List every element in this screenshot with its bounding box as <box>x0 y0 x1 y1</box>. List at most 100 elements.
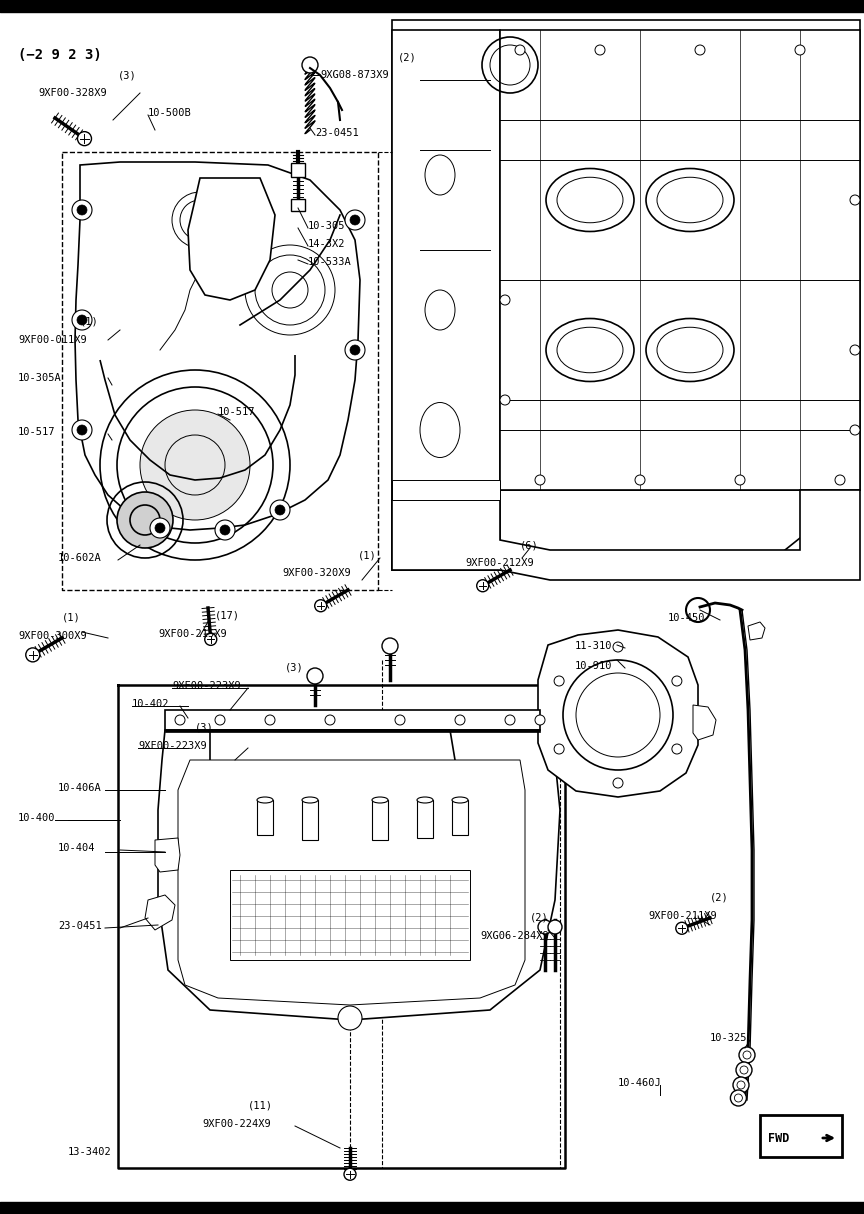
Circle shape <box>275 505 285 515</box>
Text: 10-400: 10-400 <box>18 813 55 823</box>
Circle shape <box>730 1090 746 1106</box>
Text: 10-533A: 10-533A <box>308 257 352 267</box>
Text: 10-910: 10-910 <box>575 660 613 671</box>
Circle shape <box>344 1168 356 1180</box>
Circle shape <box>736 1062 752 1078</box>
Bar <box>302 800 318 840</box>
Circle shape <box>175 715 185 725</box>
Text: 9XG06-284X9: 9XG06-284X9 <box>480 931 549 941</box>
Circle shape <box>26 648 40 662</box>
Text: 10-517: 10-517 <box>18 427 55 437</box>
Circle shape <box>150 518 170 538</box>
Circle shape <box>635 475 645 486</box>
Polygon shape <box>178 760 525 1005</box>
Circle shape <box>307 668 323 683</box>
Polygon shape <box>500 30 860 490</box>
Circle shape <box>500 395 510 405</box>
Text: 9XF00-212X9: 9XF00-212X9 <box>465 558 534 568</box>
Text: (3): (3) <box>118 70 137 81</box>
Bar <box>165 728 540 732</box>
Circle shape <box>595 45 605 55</box>
Circle shape <box>554 744 564 754</box>
Text: (11): (11) <box>248 1101 273 1111</box>
Text: 11-310: 11-310 <box>575 641 613 651</box>
Text: 23-0451: 23-0451 <box>58 921 102 931</box>
Circle shape <box>77 205 87 215</box>
Circle shape <box>672 744 682 754</box>
Circle shape <box>72 200 92 220</box>
Circle shape <box>515 45 525 55</box>
Text: (1): (1) <box>80 317 98 327</box>
Text: 10-325: 10-325 <box>710 1033 747 1043</box>
Bar <box>291 163 305 177</box>
Circle shape <box>850 195 860 205</box>
Text: 9XF00-223X9: 9XF00-223X9 <box>138 741 206 751</box>
Text: 10-305A: 10-305A <box>18 373 61 382</box>
Text: 14-3X2: 14-3X2 <box>308 239 346 249</box>
Circle shape <box>395 715 405 725</box>
Text: 10-517: 10-517 <box>218 407 256 416</box>
Text: 10-450: 10-450 <box>668 613 706 623</box>
Polygon shape <box>392 490 860 580</box>
Circle shape <box>78 131 92 146</box>
Text: 9XF00-328X9: 9XF00-328X9 <box>38 87 107 98</box>
Circle shape <box>735 475 745 486</box>
Text: 13-3402: 13-3402 <box>68 1147 111 1157</box>
Text: (17): (17) <box>215 611 240 622</box>
Circle shape <box>613 778 623 788</box>
Circle shape <box>672 676 682 686</box>
Circle shape <box>695 45 705 55</box>
Text: (3): (3) <box>195 724 213 733</box>
Ellipse shape <box>257 798 273 802</box>
Polygon shape <box>230 870 470 960</box>
Text: 10-402: 10-402 <box>132 699 169 709</box>
Circle shape <box>554 676 564 686</box>
Circle shape <box>455 715 465 725</box>
Circle shape <box>155 523 165 533</box>
Text: 23-0451: 23-0451 <box>315 127 359 138</box>
Circle shape <box>215 520 235 540</box>
Bar <box>452 800 468 835</box>
Circle shape <box>676 923 688 935</box>
Text: 9XG08-873X9: 9XG08-873X9 <box>320 70 389 80</box>
Text: (−2 9 2 3): (−2 9 2 3) <box>18 49 102 62</box>
Text: (3): (3) <box>285 663 304 673</box>
Text: 9XF00-215X9: 9XF00-215X9 <box>158 629 226 639</box>
Polygon shape <box>392 19 860 571</box>
Ellipse shape <box>417 798 433 802</box>
Circle shape <box>117 492 173 548</box>
Circle shape <box>345 340 365 361</box>
Circle shape <box>505 715 515 725</box>
Text: 9XF00-300X9: 9XF00-300X9 <box>18 631 86 641</box>
Text: 10-404: 10-404 <box>58 843 96 853</box>
Circle shape <box>850 425 860 435</box>
Circle shape <box>535 715 545 725</box>
Text: FWD: FWD <box>768 1131 790 1145</box>
Circle shape <box>72 310 92 330</box>
Text: 9XF00-211X9: 9XF00-211X9 <box>648 910 717 921</box>
Bar <box>417 800 433 838</box>
Circle shape <box>548 920 562 934</box>
Ellipse shape <box>372 798 388 802</box>
Circle shape <box>350 215 360 225</box>
Ellipse shape <box>302 798 318 802</box>
Circle shape <box>338 1006 362 1029</box>
Circle shape <box>850 345 860 354</box>
Bar <box>291 199 305 211</box>
Text: 9XF00-224X9: 9XF00-224X9 <box>202 1119 270 1129</box>
Bar <box>257 800 273 835</box>
Polygon shape <box>210 730 455 790</box>
Polygon shape <box>392 480 500 500</box>
Polygon shape <box>538 630 698 798</box>
Text: 10-500B: 10-500B <box>148 108 192 118</box>
Circle shape <box>72 420 92 439</box>
Text: 10-602A: 10-602A <box>58 554 102 563</box>
Text: (1): (1) <box>358 551 377 561</box>
Text: (2): (2) <box>530 913 549 923</box>
Text: 10-305: 10-305 <box>308 221 346 231</box>
Circle shape <box>538 920 552 934</box>
FancyBboxPatch shape <box>760 1114 842 1157</box>
Circle shape <box>77 314 87 325</box>
Circle shape <box>215 715 225 725</box>
Circle shape <box>205 634 217 646</box>
